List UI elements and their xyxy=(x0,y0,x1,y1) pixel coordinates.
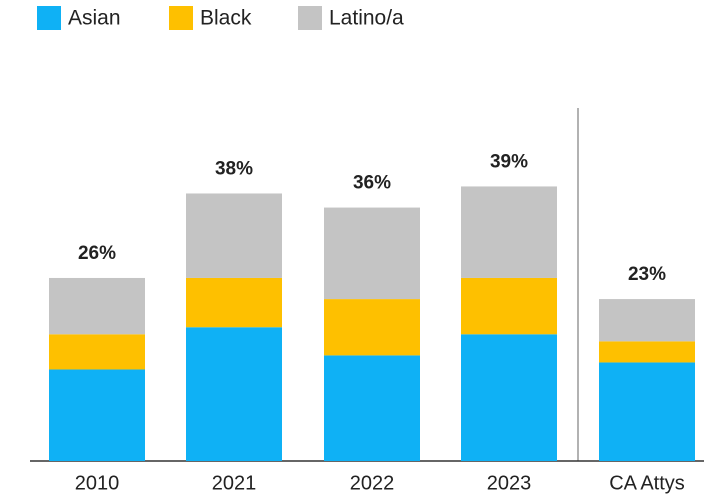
legend-swatch xyxy=(169,6,193,30)
bar-segment xyxy=(324,299,420,356)
x-tick-label: CA Attys xyxy=(609,472,685,494)
bar-segment xyxy=(324,355,420,461)
bar-segment xyxy=(599,299,695,342)
total-label: 38% xyxy=(215,158,253,179)
x-tick-label: 2023 xyxy=(487,472,532,494)
bar-segment xyxy=(461,186,557,278)
x-tick-label: 2010 xyxy=(75,472,120,494)
bar-segment xyxy=(186,327,282,461)
legend-swatch xyxy=(37,6,61,30)
total-label: 26% xyxy=(78,243,116,264)
bar-segment xyxy=(599,341,695,363)
bar-segment xyxy=(461,334,557,461)
legend-label: Black xyxy=(200,7,252,30)
total-label: 36% xyxy=(353,173,391,194)
bar-segment xyxy=(186,193,282,278)
legend-label: Asian xyxy=(68,7,121,30)
legend-swatch xyxy=(298,6,322,30)
x-tick-label: 2021 xyxy=(212,472,257,494)
legend-label: Latino/a xyxy=(329,7,404,30)
x-tick-label: 2022 xyxy=(350,472,395,494)
bar-segment xyxy=(461,277,557,335)
bar-segment xyxy=(186,277,282,328)
bar-segment xyxy=(49,369,145,461)
bar-segment xyxy=(49,334,145,370)
total-label: 39% xyxy=(490,151,528,172)
bar-segment xyxy=(599,362,695,461)
bar-segment xyxy=(49,277,145,335)
total-label: 23% xyxy=(628,264,666,285)
bar-segment xyxy=(324,207,420,300)
